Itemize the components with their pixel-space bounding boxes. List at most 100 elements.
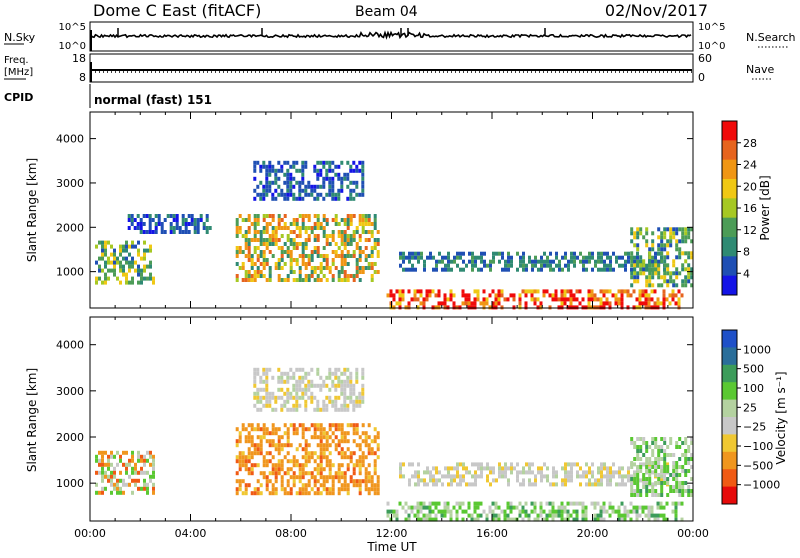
vel-data-cell xyxy=(325,395,329,400)
power-data-cell xyxy=(307,254,311,258)
vel-cbar-swatch xyxy=(722,451,737,470)
vel-data-cell xyxy=(331,475,335,480)
vel-data-cell xyxy=(367,479,371,484)
vel-data-cell xyxy=(113,482,116,487)
vel-data-cell xyxy=(340,435,344,440)
power-data-cell xyxy=(235,246,239,250)
power-data-cell xyxy=(292,270,296,274)
power-data-cell xyxy=(304,278,308,282)
vel-data-cell xyxy=(455,509,459,514)
vel-data-cell xyxy=(563,509,567,514)
power-cbar-ticks-label: 4 xyxy=(743,267,750,280)
power-data-cell xyxy=(506,297,510,302)
vel-data-cell xyxy=(119,490,122,495)
power-data-cell xyxy=(678,251,682,256)
vel-cbar-ticks-label: −1000 xyxy=(743,479,780,492)
vel-data-cell xyxy=(346,367,350,372)
vel-data-cell xyxy=(358,391,362,396)
vel-data-cell xyxy=(334,371,338,376)
power-data-cell xyxy=(656,305,660,310)
power-data-cell xyxy=(244,278,248,282)
vel-data-cell xyxy=(630,485,634,489)
vel-data-cell xyxy=(331,483,335,488)
power-data-cell xyxy=(461,301,465,306)
vel-data-cell xyxy=(247,483,251,488)
power-data-cell xyxy=(235,226,239,230)
power-data-cell xyxy=(131,240,134,245)
power-data-cell xyxy=(304,214,308,218)
power-data-cell xyxy=(325,278,329,282)
power-data-cell xyxy=(286,246,290,250)
velocity-colorbar-frame xyxy=(721,329,738,505)
vel-data-cell xyxy=(265,367,269,372)
power-data-cell xyxy=(319,262,323,266)
power-data-cell xyxy=(358,192,362,197)
vel-data-cell xyxy=(355,367,359,372)
power-data-cell xyxy=(307,214,311,218)
power-data-cell xyxy=(612,251,615,256)
power-data-cell xyxy=(367,266,371,270)
power-y-axis-label: Slant Range [km] xyxy=(25,158,39,262)
power-data-cell xyxy=(349,214,353,218)
vel-data-cell xyxy=(128,462,131,467)
vel-data-cell xyxy=(238,479,242,484)
power-data-cell xyxy=(325,172,329,177)
vel-data-cell xyxy=(328,395,332,400)
vel-data-cell xyxy=(328,399,332,404)
vel-data-cell xyxy=(134,482,137,487)
power-data-cell xyxy=(572,305,576,310)
power-data-cell xyxy=(328,188,332,193)
vel-data-cell xyxy=(265,463,269,468)
vel-data-cell xyxy=(684,437,688,441)
vel-data-cell xyxy=(304,451,308,456)
power-data-cell xyxy=(337,222,341,226)
power-data-cell xyxy=(104,264,107,269)
x-tick-label: 04:00 xyxy=(175,527,207,540)
power-data-cell xyxy=(373,214,377,218)
power-data-cell xyxy=(639,231,643,236)
power-data-cell xyxy=(262,196,266,201)
vel-data-cell xyxy=(651,437,655,441)
power-data-cell xyxy=(265,262,269,266)
vel-data-cell xyxy=(361,395,365,400)
vel-data-cell xyxy=(149,474,152,479)
vel-data-cell xyxy=(328,463,332,468)
vel-data-cell xyxy=(498,462,501,467)
power-data-cell xyxy=(310,270,314,274)
vel-data-cell xyxy=(328,451,332,456)
vel-data-cell xyxy=(328,491,332,496)
power-data-cell xyxy=(492,259,495,264)
power-data-cell xyxy=(414,255,417,260)
power-data-cell xyxy=(280,254,284,258)
power-data-cell xyxy=(672,227,676,232)
vel-data-cell xyxy=(104,450,107,455)
vel-data-cell xyxy=(337,487,341,492)
power-data-cell xyxy=(274,238,278,242)
power-data-cell xyxy=(154,226,158,230)
power-data-cell xyxy=(522,255,525,260)
power-data-cell xyxy=(482,289,486,294)
power-data-cell xyxy=(325,218,329,222)
power-data-cell xyxy=(501,255,504,260)
power-colorbar-label: Power [dB] xyxy=(758,175,772,240)
vel-data-cell xyxy=(402,474,405,479)
power-data-cell xyxy=(669,235,673,240)
power-data-cell xyxy=(563,297,567,302)
power-data-cell xyxy=(137,240,140,245)
vel-data-cell xyxy=(271,491,275,496)
power-data-cell xyxy=(280,218,284,222)
vel-data-cell xyxy=(608,505,612,510)
power-data-cell xyxy=(136,226,140,230)
power-data-cell xyxy=(184,218,188,222)
power-data-cell xyxy=(253,196,257,201)
power-data-cell xyxy=(411,263,414,268)
vel-data-cell xyxy=(247,467,251,472)
power-data-cell xyxy=(355,274,359,278)
power-data-cell xyxy=(361,214,365,218)
vel-data-cell xyxy=(684,473,688,477)
power-data-cell xyxy=(429,251,432,256)
power-data-cell xyxy=(262,230,266,234)
vel-data-cell xyxy=(268,439,272,444)
power-data-cell xyxy=(467,305,471,310)
